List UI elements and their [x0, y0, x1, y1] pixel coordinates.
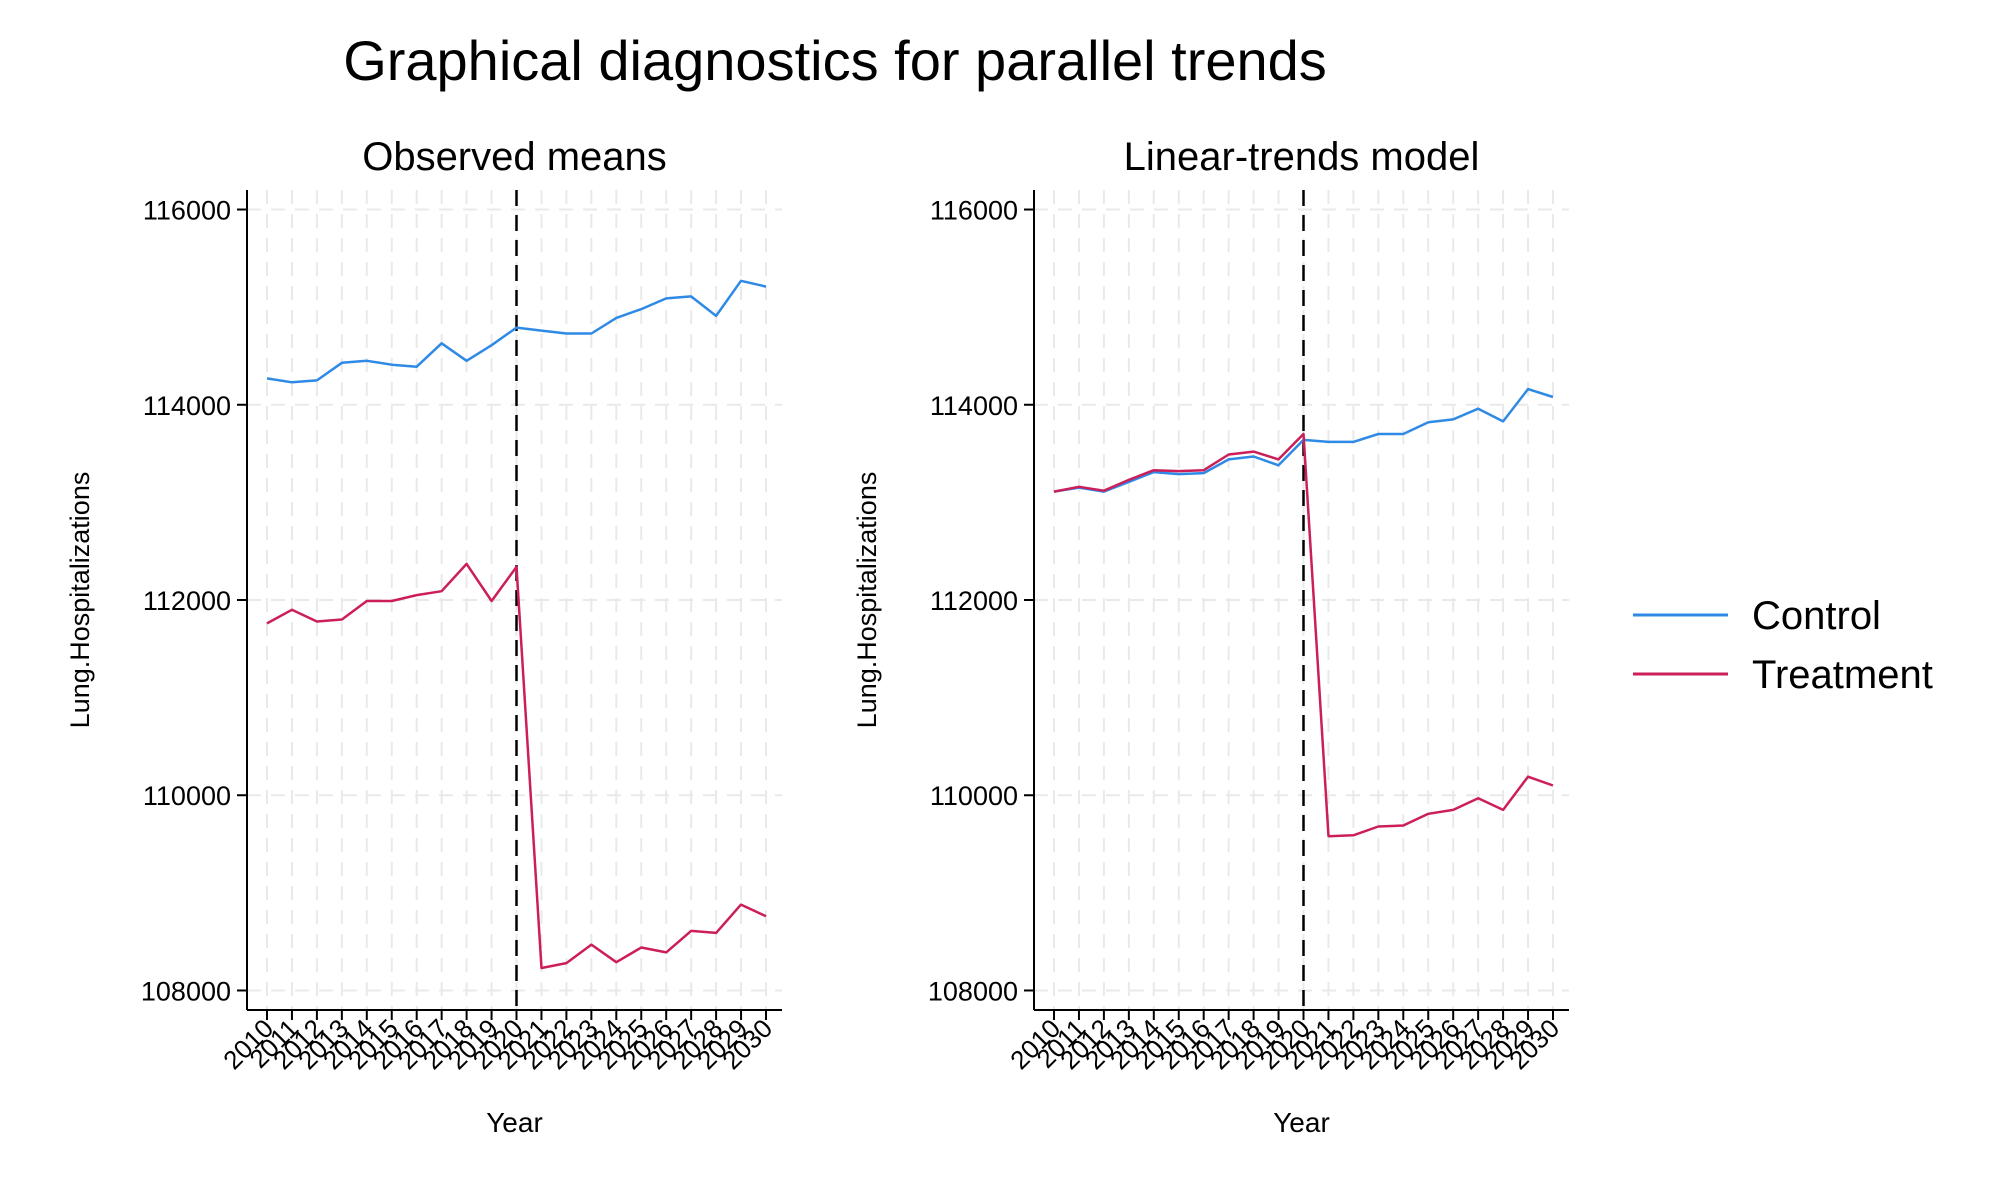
y-tick-label: 112000 [143, 586, 231, 616]
y-tick-label: 114000 [143, 391, 231, 421]
page-title: Graphical diagnostics for parallel trend… [343, 29, 1327, 92]
legend-label-treatment: Treatment [1752, 653, 1933, 697]
chart-panel-1: Observed means 108000 110000 112000 114000 11… [65, 135, 782, 1138]
y-tick-label: 108000 [141, 976, 231, 1006]
panel-title: Linear-trends model [1124, 135, 1480, 179]
y-tick-label: 114000 [930, 391, 1018, 421]
series-line-control [266, 279, 767, 384]
panel-title: Observed means [362, 135, 667, 179]
y-axis-label: Lung.Hospitalizations [65, 472, 95, 729]
y-tick-label: 110000 [930, 781, 1018, 811]
x-axis-label: Year [486, 1107, 543, 1138]
chart-panel-2: Linear-trends model 108000 110000 112000 114… [852, 135, 1569, 1138]
series-line-treatment [266, 562, 767, 970]
y-tick-label: 116000 [930, 196, 1018, 226]
y-tick-label: 110000 [143, 781, 231, 811]
y-tick-label: 112000 [930, 586, 1018, 616]
x-axis-label: Year [1273, 1107, 1330, 1138]
y-axis-label: Lung.Hospitalizations [852, 472, 882, 729]
y-tick-label: 116000 [143, 196, 231, 226]
legend: Control Treatment [1633, 594, 1933, 697]
series-line-treatment [1053, 432, 1554, 838]
y-tick-label: 108000 [928, 976, 1018, 1006]
legend-label-control: Control [1752, 594, 1881, 638]
